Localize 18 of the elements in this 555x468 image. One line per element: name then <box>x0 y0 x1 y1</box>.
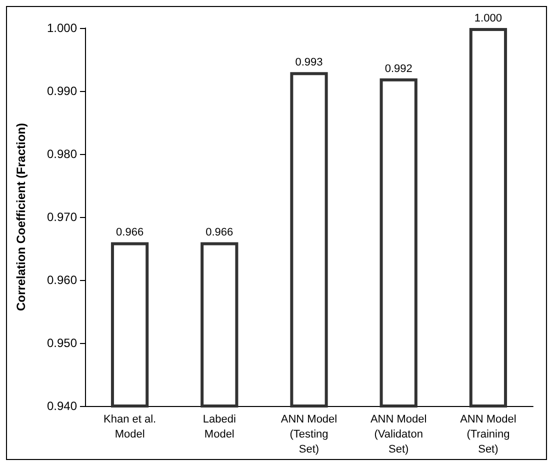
y-tick-label: 0.940 <box>46 399 78 413</box>
y-tick-label: 0.980 <box>46 147 78 161</box>
x-tick-label: Khan et al. Model <box>104 414 156 440</box>
data-label: 0.992 <box>384 62 412 75</box>
data-label: 0.966 <box>206 226 234 239</box>
x-tick-label: ANN Model (Training Set) <box>460 414 516 456</box>
y-tick-label: 1.000 <box>46 21 78 35</box>
data-label: 1.000 <box>474 12 502 24</box>
x-tick-label: ANN Model (Testing Set) <box>280 414 338 456</box>
y-tick-label: 0.970 <box>46 210 78 224</box>
data-label: 0.966 <box>116 226 144 239</box>
data-label: 0.993 <box>295 56 323 69</box>
x-tick-label: Labedi Model <box>202 414 236 440</box>
y-tick-label: 0.950 <box>46 336 78 350</box>
y-tick-label: 0.990 <box>46 84 78 98</box>
x-tick-label: ANN Model (Validaton Set) <box>370 414 427 456</box>
y-tick-label: 0.960 <box>46 273 78 287</box>
y-axis-title: Correlation Coefficient (Fraction) <box>14 122 28 312</box>
